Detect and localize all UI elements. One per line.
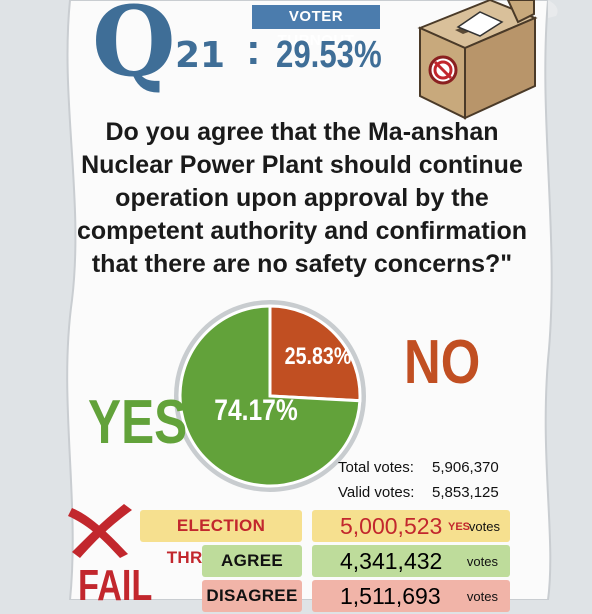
header-colon: : [246,25,261,74]
total-votes-label: Total votes: [338,459,414,476]
disagree-row: 1,511,693 votes [312,580,510,612]
pie-slice-no [268,304,362,403]
scroll-paper [66,0,553,600]
valid-votes-label: Valid votes: [338,484,415,501]
agree-votes-unit: votes [466,554,498,569]
disagree-label: DISAGREE [202,580,302,612]
disagree-votes-unit: votes [466,589,498,604]
question-number: 21 [175,35,226,76]
fail-cross-icon [68,504,132,558]
agree-votes-value: 4,341,432 [340,548,443,574]
yes-label: YES [88,388,188,457]
question-letter: Q [92,0,176,98]
pie-slice-yes [178,304,362,488]
question-text: Do you agree that the Ma-anshan Nuclear … [76,118,528,278]
agree-label: AGREE [202,545,302,577]
agree-row: 4,341,432 votes [312,545,510,577]
no-label: NO [404,328,481,397]
no-percentage-label: 25.83% [285,342,352,369]
election-threshold-row: 5,000,523 YES votes [312,510,510,542]
ballot-box-icon [417,0,538,120]
fail-outcome: FAIL [78,561,153,610]
total-votes-value: 5,906,370 [432,459,499,476]
disagree-votes-value: 1,511,693 [340,583,441,609]
election-threshold-value: 5,000,523 [340,513,443,539]
yes-percentage-label: 74.17% [214,393,297,427]
voter-turnout-value: 29.53% [276,34,382,76]
result-pie-chart: 74.17% 25.83% [174,300,366,492]
voter-turnout-label: VOTER TURNOUT [252,5,380,49]
valid-votes-value: 5,853,125 [432,484,499,501]
threshold-yes-tag: YES [448,521,471,533]
election-threshold-label: ELECTION THRESHOLD [140,510,302,567]
threshold-votes-unit: votes [468,519,500,534]
